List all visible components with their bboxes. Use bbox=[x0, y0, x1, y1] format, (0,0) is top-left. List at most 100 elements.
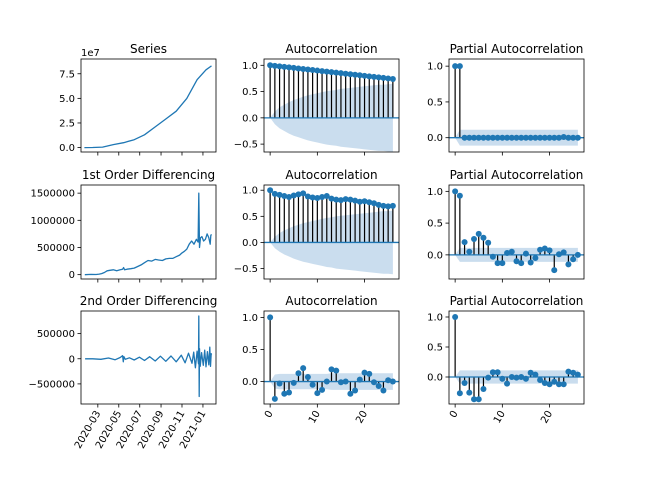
y-tick-label: 500000 bbox=[37, 329, 75, 340]
stem-marker bbox=[328, 69, 335, 76]
stem-marker bbox=[370, 379, 377, 386]
stem-marker bbox=[333, 69, 340, 76]
stem-marker bbox=[461, 239, 468, 246]
stem-marker bbox=[574, 251, 581, 258]
stem-marker bbox=[319, 194, 326, 201]
stem-marker bbox=[361, 198, 368, 205]
stem-marker bbox=[271, 190, 278, 197]
plot-area bbox=[264, 187, 399, 275]
stem-marker bbox=[370, 200, 377, 207]
stem-marker bbox=[513, 258, 520, 265]
stem-marker bbox=[271, 62, 278, 69]
stem-marker bbox=[485, 374, 492, 381]
stem-marker bbox=[380, 387, 387, 394]
stem-marker bbox=[375, 383, 382, 390]
axes-frame bbox=[263, 58, 400, 153]
stem-marker bbox=[385, 377, 392, 384]
stem-marker bbox=[504, 249, 511, 256]
stem-marker bbox=[337, 197, 344, 204]
y-tick-label: 0.0 bbox=[242, 377, 258, 388]
stem-marker bbox=[300, 190, 307, 197]
plot-area bbox=[84, 65, 212, 149]
stem-marker bbox=[480, 234, 487, 241]
x-tick-label: 0 bbox=[263, 409, 276, 420]
stem-marker bbox=[551, 134, 558, 141]
stem-marker bbox=[546, 247, 553, 254]
stem-marker bbox=[389, 378, 396, 385]
stem-marker bbox=[342, 378, 349, 385]
stem-marker bbox=[522, 375, 529, 382]
y-tick-label: 0.5 bbox=[242, 87, 258, 98]
stem-marker bbox=[366, 370, 373, 377]
stem-marker bbox=[286, 64, 293, 71]
stem-marker bbox=[456, 63, 463, 70]
stem-marker bbox=[574, 371, 581, 378]
stem-marker bbox=[361, 72, 368, 79]
stem-marker bbox=[485, 239, 492, 246]
stem-marker bbox=[385, 75, 392, 82]
stem-marker bbox=[471, 134, 478, 141]
plot-area bbox=[449, 63, 584, 146]
stem-marker bbox=[319, 68, 326, 75]
stem-marker bbox=[466, 248, 473, 255]
stem-marker bbox=[300, 65, 307, 72]
stem-marker bbox=[314, 390, 321, 397]
panel-6: Partial Autocorrelation 0.0 0.5 1.0 bbox=[427, 168, 585, 283]
stem-marker bbox=[314, 195, 321, 202]
stem-marker bbox=[560, 381, 567, 388]
stem-marker bbox=[290, 192, 297, 199]
stem-marker bbox=[337, 70, 344, 77]
stem-marker bbox=[333, 367, 340, 374]
stem-marker bbox=[532, 134, 539, 141]
panel-2: Autocorrelation −0.5 0.0 0.5 1.0 bbox=[234, 42, 400, 156]
stem-marker bbox=[328, 366, 335, 373]
y-tick-label: 1.0 bbox=[427, 313, 443, 324]
stem-marker bbox=[375, 74, 382, 81]
axes-frame bbox=[448, 58, 585, 153]
stem-marker bbox=[489, 369, 496, 376]
stem-marker bbox=[276, 380, 283, 387]
stem-marker bbox=[489, 253, 496, 260]
y-tick-label: 0.0 bbox=[427, 373, 443, 384]
y-tick-label: 1500000 bbox=[30, 189, 75, 200]
y-tick-label: 0 bbox=[69, 270, 75, 281]
stem-marker bbox=[342, 196, 349, 203]
stem-marker bbox=[565, 368, 572, 375]
stem-marker bbox=[380, 74, 387, 81]
stem-marker bbox=[366, 73, 373, 80]
axes-frame bbox=[263, 184, 400, 280]
y-tick-label: 1.0 bbox=[242, 186, 258, 197]
axes-frame bbox=[448, 184, 585, 280]
stem-marker bbox=[532, 371, 539, 378]
stem-marker bbox=[527, 369, 534, 376]
stem-marker bbox=[560, 249, 567, 256]
stem-marker bbox=[456, 390, 463, 397]
stem-marker bbox=[551, 378, 558, 385]
stem-marker bbox=[504, 134, 511, 141]
stem-marker bbox=[494, 260, 501, 267]
stem-marker bbox=[295, 370, 302, 377]
stem-marker bbox=[574, 134, 581, 141]
stem-marker bbox=[309, 67, 316, 74]
stem-marker bbox=[304, 374, 311, 381]
panel-1: Series 1e7 0.0 2.5 5.0 7.5 bbox=[59, 42, 217, 156]
panel-title: Series bbox=[130, 42, 167, 56]
stem-marker bbox=[295, 65, 302, 72]
stem-marker bbox=[489, 134, 496, 141]
y-tick-label: 1.0 bbox=[427, 187, 443, 198]
stem-marker bbox=[565, 134, 572, 141]
stem-marker bbox=[271, 395, 278, 402]
plot-area bbox=[449, 188, 584, 274]
stem-marker bbox=[508, 134, 515, 141]
stem-marker bbox=[475, 230, 482, 237]
y-tick-label: 1.0 bbox=[242, 61, 258, 72]
stem-marker bbox=[385, 203, 392, 210]
stem-marker bbox=[389, 75, 396, 82]
stem-marker bbox=[546, 381, 553, 388]
stem-marker bbox=[565, 261, 572, 268]
stem-marker bbox=[290, 379, 297, 386]
stem-marker bbox=[300, 365, 307, 372]
stem-marker bbox=[461, 380, 468, 386]
stem-marker bbox=[522, 250, 529, 257]
